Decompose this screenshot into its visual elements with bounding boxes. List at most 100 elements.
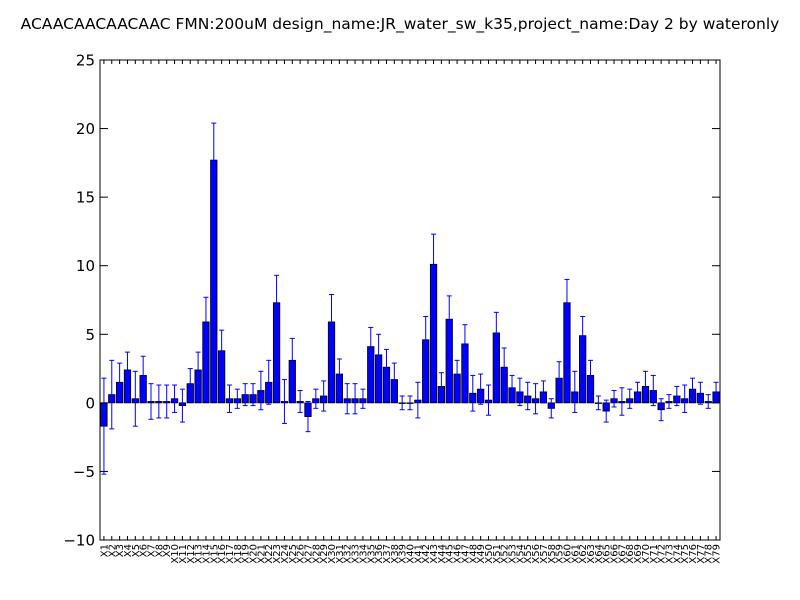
x-tick-label: X72 (657, 544, 668, 564)
error-bar-X63 (588, 359, 594, 392)
error-bar-X40 (407, 395, 413, 411)
error-bar-X1 (101, 377, 107, 475)
x-tick-label: X31 (335, 544, 346, 564)
error-bar-X73 (666, 394, 672, 409)
error-bar-X18 (234, 388, 240, 409)
error-bar-X29 (321, 380, 327, 412)
error-bar-X58 (548, 398, 554, 419)
error-bar-X50 (485, 384, 491, 416)
error-bar-X48 (470, 374, 476, 412)
error-bar-X35 (368, 326, 374, 367)
x-tick-label: X17 (225, 544, 236, 564)
x-tick-label: X34 (358, 544, 369, 564)
error-bar-X74 (674, 385, 680, 407)
error-bar-X71 (650, 374, 656, 407)
error-bar-X55 (525, 381, 531, 411)
x-tick-label: X78 (704, 544, 715, 564)
error-bar-X38 (391, 362, 397, 397)
x-tick-label: X63 (586, 544, 597, 564)
y-tick-label: 10 (76, 257, 95, 275)
x-tick-label: X45 (445, 544, 456, 564)
error-bar-X33 (352, 383, 358, 415)
x-tick-label: X76 (688, 544, 699, 564)
y-tick-label: 5 (85, 326, 95, 344)
x-tick-label: X25 (288, 544, 299, 564)
x-axis: X1X2X3X4X5X6X7X8X9X10X11X12X13X14X15X16X… (99, 60, 723, 564)
x-tick-label: X9 (162, 544, 173, 557)
x-tick-label: X19 (241, 544, 252, 564)
error-bar-X54 (517, 377, 523, 407)
error-bar-X76 (690, 377, 696, 401)
y-tick-label: −10 (63, 532, 95, 550)
error-bar-X25 (289, 337, 295, 383)
x-tick-label: X73 (664, 544, 675, 564)
y-tick-label: 20 (76, 120, 95, 138)
error-bar-X70 (642, 370, 648, 402)
x-tick-label: X67 (617, 544, 628, 564)
error-bar-X23 (274, 274, 280, 331)
x-tick-label: X18 (233, 544, 244, 564)
error-bar-X9 (164, 384, 170, 419)
x-tick-label: X5 (131, 544, 142, 557)
error-bar-X20 (250, 383, 256, 407)
x-tick-label: X39 (398, 544, 409, 564)
error-bar-X61 (572, 370, 578, 413)
error-bar-X15 (211, 122, 217, 198)
x-tick-label: X23 (272, 544, 283, 564)
bars-group (100, 159, 720, 427)
x-tick-label: X66 (610, 544, 621, 564)
error-bars-group (101, 122, 719, 475)
x-tick-label: X69 (633, 544, 644, 564)
plot-frame (99, 59, 721, 541)
x-tick-label: X77 (696, 544, 707, 564)
error-bar-X2 (109, 359, 115, 430)
error-bar-X32 (344, 383, 350, 415)
error-bar-X49 (478, 373, 484, 405)
error-bar-X31 (336, 358, 342, 390)
y-tick-label: 15 (76, 189, 95, 207)
x-tick-label: X43 (429, 544, 440, 564)
error-bar-X51 (493, 311, 499, 354)
x-tick-label: X15 (209, 544, 220, 564)
x-tick-label: X49 (476, 544, 487, 564)
error-bar-X77 (697, 381, 703, 405)
error-bar-X60 (564, 278, 570, 327)
x-tick-label: X65 (602, 544, 613, 564)
error-bar-X5 (132, 370, 138, 427)
error-bar-X16 (219, 329, 225, 372)
x-tick-label: X56 (531, 544, 542, 564)
error-bar-X30 (329, 294, 335, 350)
x-tick-label: X47 (460, 544, 471, 564)
error-bar-X21 (258, 370, 264, 411)
x-tick-label: X37 (382, 544, 393, 564)
error-bar-X44 (438, 372, 444, 401)
x-tick-label: X28 (311, 544, 322, 564)
error-bar-X7 (148, 383, 154, 420)
error-bar-X28 (313, 388, 319, 409)
x-tick-label: X54 (515, 544, 526, 564)
x-tick-label: X42 (421, 544, 432, 564)
x-tick-label: X8 (154, 544, 165, 557)
x-tick-label: X71 (649, 544, 660, 564)
error-bar-X68 (627, 388, 633, 409)
error-bar-X46 (454, 359, 460, 389)
error-bar-X3 (117, 362, 123, 402)
x-tick-label: X41 (413, 544, 424, 564)
x-tick-label: X61 (570, 544, 581, 564)
error-bar-X26 (297, 390, 303, 413)
error-bar-X53 (509, 374, 515, 401)
error-bar-X52 (501, 347, 507, 387)
x-tick-label: X36 (374, 544, 385, 564)
x-tick-label: X2 (107, 544, 118, 557)
x-tick-label: X68 (625, 544, 636, 564)
error-bar-X75 (682, 384, 688, 413)
error-bar-X22 (266, 359, 272, 405)
x-tick-label: X50 (484, 544, 495, 564)
error-bar-X37 (383, 348, 389, 386)
x-tick-label: X40 (406, 544, 417, 564)
x-tick-label: X10 (170, 544, 181, 564)
error-bar-X19 (242, 383, 248, 407)
x-tick-label: X74 (672, 544, 683, 564)
x-tick-label: X44 (437, 544, 448, 564)
